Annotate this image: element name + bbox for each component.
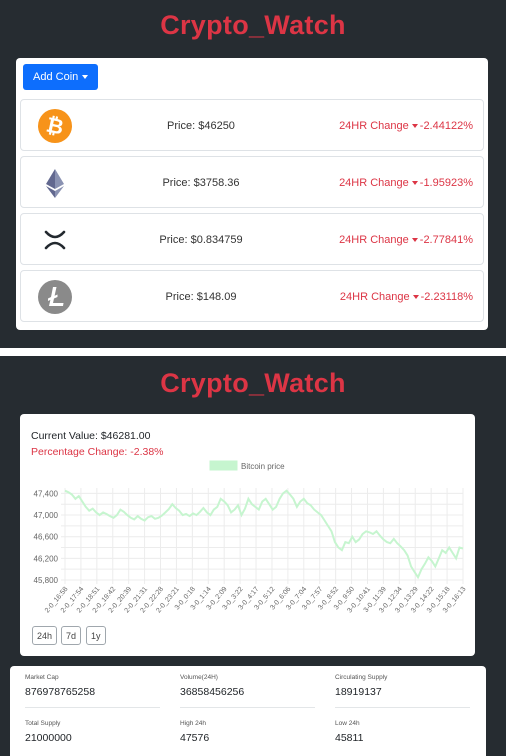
xrp-icon [38, 223, 72, 257]
coin-change: 24HR Change -1.95923% [339, 157, 473, 209]
coin-price: Price: $3758.36 [162, 177, 240, 189]
change-value: -2.77841% [419, 234, 473, 246]
y-tick-label: 47,000 [34, 511, 59, 520]
add-coin-button[interactable]: Add Coin [23, 64, 99, 90]
price-chart: 45,800 46,200 46,600 47,000 47,400 2-0_16:58… [34, 460, 468, 615]
coin-price: Price: $46250 [167, 120, 235, 132]
price-line [64, 489, 464, 580]
app-title: Crypto_Watch [160, 368, 346, 398]
divider [180, 707, 315, 708]
caret-down-icon [412, 295, 419, 300]
chart-card: Current Value: $46281.00 Percentage Chan… [20, 414, 475, 656]
stat-circulating-supply: Circulating Supply 18919137 [335, 674, 475, 698]
stat-label: Volume(24H) [180, 674, 218, 681]
stat-value: 18919137 [335, 686, 382, 698]
litecoin-icon [38, 280, 72, 314]
legend-swatch [209, 460, 238, 471]
stat-value: 36858456256 [180, 686, 245, 698]
caret-down-icon [82, 75, 89, 79]
coin-price: Price: $0.834759 [159, 234, 243, 246]
stat-high-24h: High 24h 47576 [180, 720, 320, 744]
legend-label: Bitcoin price [241, 462, 285, 471]
coin-list-screen: Crypto_Watch Add Coin ₿ Price: $46250 24… [0, 0, 506, 348]
caret-down-icon [411, 124, 418, 129]
add-coin-label: Add Coin [33, 71, 79, 83]
ethereum-icon [38, 166, 72, 200]
stat-value: 21000000 [25, 732, 72, 744]
y-axis-ticks: 45,800 46,200 46,600 47,000 47,400 [34, 489, 59, 585]
coin-change: 24HR Change -2.44122% [339, 100, 473, 152]
coin-change: 24HR Change -2.23118% [340, 271, 473, 323]
divider [25, 707, 160, 708]
app-title: Crypto_Watch [160, 10, 346, 40]
range-1y-button[interactable]: 1y [86, 626, 106, 645]
bitcoin-icon: ₿ [38, 109, 72, 143]
x-axis-ticks: 2-0_16:582-0_17:542-0_18:512-0_19:422-0_… [44, 586, 468, 615]
stat-value: 45811 [335, 732, 364, 744]
caret-down-icon [411, 238, 418, 243]
caret-down-icon [411, 181, 418, 186]
chart-legend: Bitcoin price [209, 460, 285, 471]
y-tick-label: 46,200 [34, 554, 59, 563]
stat-low-24h: Low 24h 45811 [335, 720, 475, 744]
y-tick-label: 45,800 [34, 576, 59, 585]
stat-volume: Volume(24H) 36858456256 [180, 674, 320, 698]
current-value: Current Value: $46281.00 [31, 430, 151, 442]
stat-value: 876978765258 [25, 686, 96, 698]
change-value: -1.95923% [419, 177, 473, 189]
range-7d-button[interactable]: 7d [61, 626, 82, 645]
percentage-change: Percentage Change: -2.38% [31, 446, 164, 458]
y-tick-label: 46,600 [34, 533, 59, 542]
plot-area [64, 489, 464, 580]
change-value: -2.44122% [419, 120, 473, 132]
stat-value: 47576 [180, 732, 210, 744]
divider [335, 707, 470, 708]
coin-price: Price: $148.09 [165, 291, 237, 303]
coin-row-litecoin[interactable]: Price: $148.09 24HR Change -2.23118% [20, 270, 484, 322]
range-24h-button[interactable]: 24h [32, 626, 58, 645]
change-value: -2.23118% [420, 291, 473, 303]
coin-detail-screen: Crypto_Watch Current Value: $46281.00 Pe… [0, 356, 506, 756]
stat-label: Total Supply [25, 720, 61, 727]
coin-panel: Add Coin ₿ Price: $46250 24HR Change -2.4… [16, 58, 488, 330]
coin-row-xrp[interactable]: Price: $0.834759 24HR Change -2.77841% [20, 213, 484, 265]
change-label: 24HR Change [339, 291, 410, 303]
stat-label: Low 24h [335, 720, 360, 727]
coin-row-bitcoin[interactable]: ₿ Price: $46250 24HR Change -2.44122% [20, 99, 484, 151]
coin-row-ethereum[interactable]: Price: $3758.36 24HR Change -1.95923% [20, 156, 484, 208]
change-label: 24HR Change [339, 234, 409, 246]
market-stats-card: Market Cap 876978765258 Volume(24H) 3685… [10, 666, 486, 756]
y-tick-label: 47,400 [34, 489, 59, 498]
stat-market-cap: Market Cap 876978765258 [25, 674, 165, 698]
stat-label: Circulating Supply [335, 674, 388, 681]
change-label: 24HR Change [339, 120, 409, 132]
coin-change: 24HR Change -2.77841% [339, 214, 473, 266]
svg-text:₿: ₿ [44, 113, 66, 139]
stat-label: High 24h [180, 720, 207, 727]
stat-total-supply: Total Supply 21000000 [25, 720, 165, 744]
stat-label: Market Cap [25, 674, 59, 681]
change-label: 24HR Change [339, 177, 409, 189]
